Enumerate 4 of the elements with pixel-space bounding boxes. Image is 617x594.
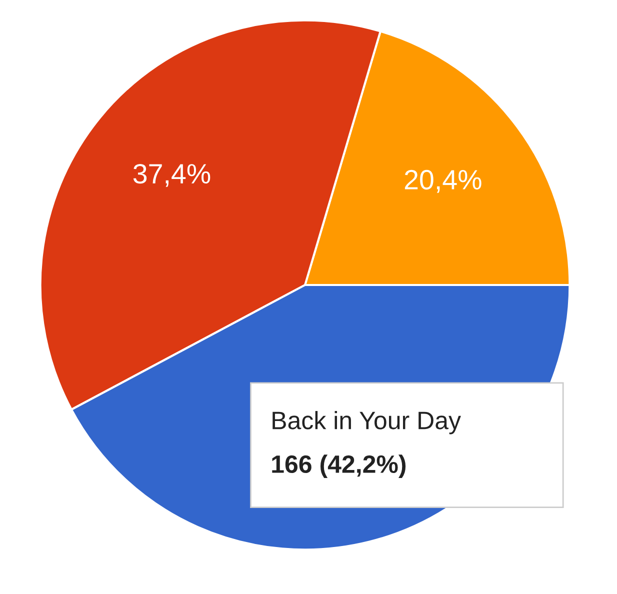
slice-label: Back in Your Day	[272, 410, 461, 434]
data-label: 37,4%	[133, 164, 210, 187]
data-label: 20,4%	[404, 170, 482, 193]
text: 166 (42,2%)	[272, 454, 406, 478]
